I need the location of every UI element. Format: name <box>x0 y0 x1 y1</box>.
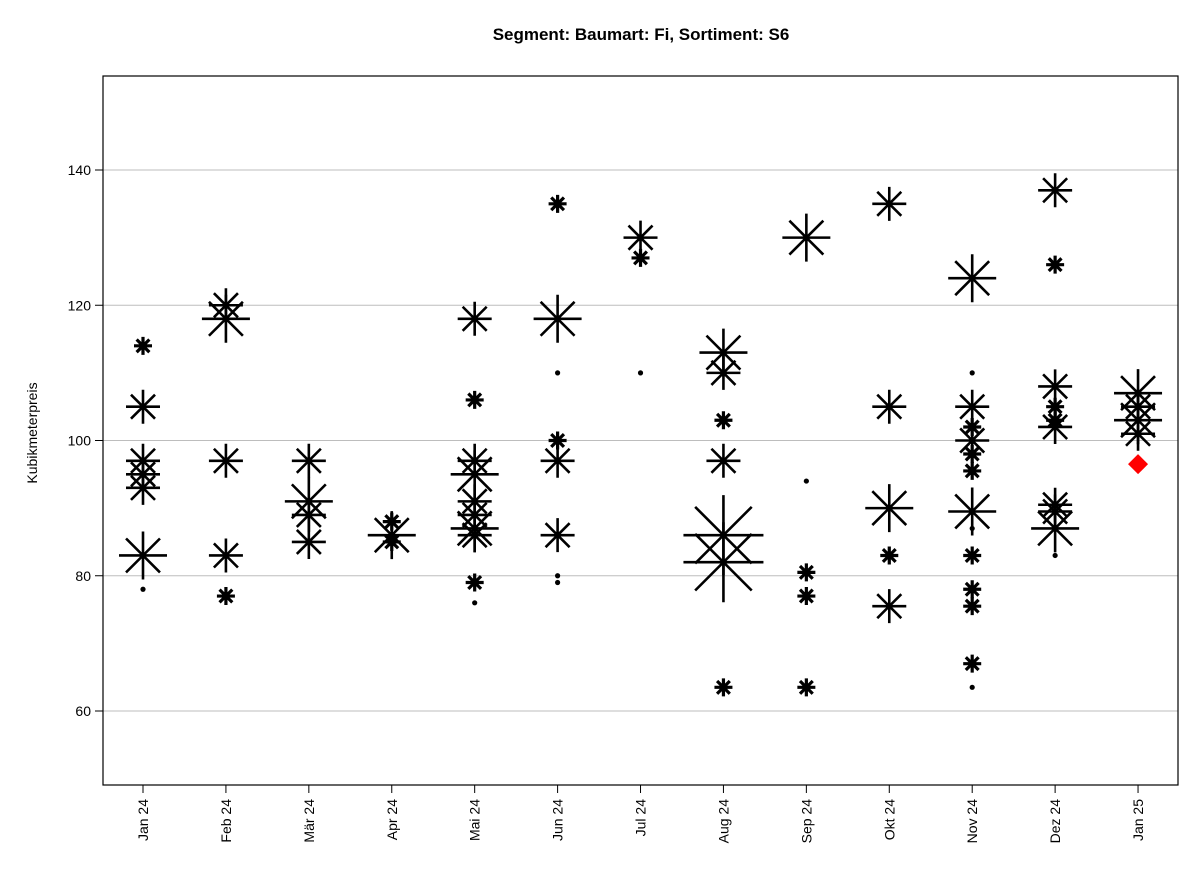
data-point <box>126 470 160 505</box>
y-tick-label: 80 <box>75 568 91 584</box>
data-point <box>1046 397 1065 416</box>
data-point <box>683 522 764 603</box>
data-point <box>1052 552 1058 559</box>
data-point <box>216 587 235 606</box>
y-axis: 60 80 100 120 140 <box>68 76 104 785</box>
data-point <box>637 370 644 376</box>
data-point <box>208 443 243 478</box>
data-point <box>969 525 975 532</box>
data-point <box>631 248 650 267</box>
data-point <box>969 684 975 690</box>
y-axis-label: Kubikmeterpreis <box>24 382 40 483</box>
data-point <box>714 678 733 697</box>
data-point <box>797 563 816 582</box>
data-point <box>140 586 146 592</box>
x-axis: Jan 24 Feb 24 Mär 24 Apr 24 Mai 24 Jun 24 Jul … <box>135 784 1146 844</box>
y-tick-label: 60 <box>75 703 91 719</box>
data-point <box>291 524 326 559</box>
y-tick-label: 140 <box>68 162 92 178</box>
data-point <box>1046 255 1065 274</box>
data-point <box>555 370 561 376</box>
data-point <box>1038 409 1073 444</box>
x-tick-label: Apr 24 <box>384 799 400 840</box>
data-point <box>291 497 326 532</box>
data-point <box>1031 504 1080 553</box>
data-point <box>948 487 997 536</box>
data-point <box>963 461 982 480</box>
chart-title: Segment: Baumart: Fi, Sortiment: S6 <box>493 25 790 44</box>
data-point <box>969 370 975 376</box>
data-point <box>963 597 982 616</box>
data-point <box>782 213 831 262</box>
data-point <box>1038 173 1073 208</box>
data-point <box>291 443 326 478</box>
data-point <box>955 389 990 424</box>
data-point <box>450 450 499 499</box>
highlight-points <box>1128 454 1149 475</box>
x-tick-label: Mai 24 <box>467 799 483 841</box>
data-point <box>1121 416 1156 451</box>
x-tick-label: Mär 24 <box>301 799 317 843</box>
data-point <box>457 301 492 336</box>
data-point <box>457 518 492 553</box>
data-point <box>963 445 982 464</box>
data-point <box>382 532 401 551</box>
data-point <box>963 654 982 673</box>
x-tick-label: Dez 24 <box>1047 799 1063 844</box>
data-point <box>948 254 997 303</box>
data-point <box>797 587 816 606</box>
data-point <box>134 336 152 355</box>
data-point <box>555 573 561 579</box>
data-point <box>963 580 982 599</box>
data-point <box>1038 369 1073 404</box>
data-point <box>706 443 741 478</box>
y-tick-label: 120 <box>68 297 92 313</box>
data-point <box>865 484 914 533</box>
data-point <box>872 186 907 221</box>
data-point <box>201 294 250 343</box>
x-tick-label: Feb 24 <box>218 799 234 843</box>
data-point <box>955 423 990 458</box>
x-tick-label: Jan 24 <box>135 799 151 841</box>
x-tick-label: Jan 25 <box>1130 799 1146 841</box>
data-point <box>623 220 658 255</box>
gridlines <box>103 169 1178 712</box>
x-tick-label: Jul 24 <box>633 799 649 837</box>
data-point <box>872 389 907 424</box>
data-point <box>880 546 899 565</box>
data-point <box>540 443 575 478</box>
data-point <box>803 478 809 484</box>
x-tick-label: Jun 24 <box>550 799 566 841</box>
data-point <box>714 411 733 430</box>
data-point <box>797 678 816 697</box>
data-point <box>472 600 478 606</box>
data-point <box>465 390 484 409</box>
x-tick-label: Aug 24 <box>715 799 731 844</box>
data-point <box>548 194 567 213</box>
data-point <box>208 538 243 573</box>
x-tick-label: Sep 24 <box>798 799 814 844</box>
x-tick-label: Nov 24 <box>964 799 980 844</box>
data-point <box>119 531 167 580</box>
data-point <box>533 294 582 343</box>
plot-frame <box>102 75 1179 786</box>
data-point <box>706 355 741 390</box>
data-point <box>963 546 982 565</box>
highlight-point <box>1128 454 1149 475</box>
data-point <box>699 328 748 377</box>
data-point <box>872 589 907 624</box>
data-points <box>119 173 1163 697</box>
y-tick-label: 100 <box>68 433 92 449</box>
data-point <box>126 389 160 424</box>
data-point <box>465 573 484 592</box>
x-tick-label: Okt 24 <box>881 799 897 840</box>
data-point <box>555 579 561 586</box>
data-point <box>540 518 575 553</box>
data-point <box>548 431 567 450</box>
